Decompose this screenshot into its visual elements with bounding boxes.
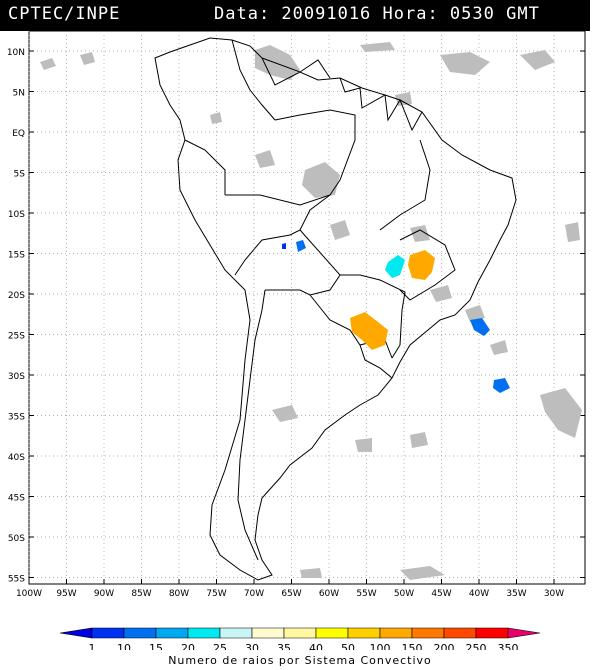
latitude-labels: 10N 5N EQ 5S 10S 15S 20S 25S 30S 35S 40S 45S 50S 55S — [7, 48, 25, 585]
legend-value: 100 — [370, 642, 391, 650]
legend-value: 15 — [149, 642, 163, 650]
coastline-borders — [154, 37, 517, 581]
lon-label: 85W — [131, 589, 151, 599]
lat-label: 15S — [8, 251, 25, 261]
lat-label: 5S — [14, 170, 26, 180]
legend-caption: Numero de raios por Sistema Convectivo — [168, 654, 432, 667]
legend-value: 10 — [117, 642, 131, 650]
legend-value: 250 — [466, 642, 487, 650]
lat-label: 5N — [13, 89, 25, 99]
source-label: CPTEC/INPE — [8, 4, 121, 24]
lat-label: 40S — [8, 453, 25, 463]
axis-ticks — [28, 50, 585, 584]
lightning-map: 10N5NEQ5S10S15S20S25S30S35S40S45S50S55S … — [7, 30, 586, 650]
legend-value: 25 — [213, 642, 227, 650]
lon-label: 50W — [394, 589, 414, 599]
legend-value: 1 — [89, 642, 96, 650]
lat-label: EQ — [12, 129, 25, 139]
legend-swatch — [251, 627, 285, 639]
convective-systems — [282, 240, 510, 393]
legend-value: 200 — [434, 642, 455, 650]
legend-value: 20 — [181, 642, 195, 650]
legend-swatch — [347, 627, 381, 639]
legend-swatch — [283, 627, 317, 639]
legend-swatch — [315, 627, 349, 639]
lon-label: 45W — [431, 589, 451, 599]
legend-value: 150 — [402, 642, 423, 650]
longitude-labels: 100W 95W 90W 85W 80W 75W 70W 65W 60W 55W 50W 45W 40W… — [16, 589, 564, 599]
lat-label: 50S — [8, 534, 25, 544]
lat-label: 25S — [8, 332, 25, 342]
lat-label: 20S — [8, 291, 25, 301]
legend-value-labels: 1 10 15 20 25 30 35 40 50 100 150 200 250 350 — [89, 642, 519, 650]
legend-swatch — [443, 627, 477, 639]
lat-lon-grid — [28, 31, 585, 584]
lat-label: 10S — [8, 210, 25, 220]
system-orange-north — [408, 250, 435, 280]
legend-color-bar — [59, 627, 541, 639]
date-time-label: Data: 20091016 Hora: 0530 GMT — [214, 4, 540, 24]
legend-swatch — [411, 627, 445, 639]
legend-swatch — [123, 627, 157, 639]
lon-label: 65W — [281, 589, 301, 599]
lat-label: 55S — [8, 575, 25, 585]
lat-label: 35S — [8, 413, 25, 423]
system-orange-south — [350, 312, 388, 350]
lon-label: 35W — [506, 589, 526, 599]
lat-label: 45S — [8, 494, 25, 504]
cloud-cover — [40, 42, 582, 580]
map-header: CPTEC/INPE Data: 20091016 Hora: 0530 GMT — [0, 0, 590, 31]
legend-value: 350 — [498, 642, 519, 650]
lon-label: 55W — [356, 589, 376, 599]
lon-label: 75W — [206, 589, 226, 599]
lon-label: 95W — [56, 589, 76, 599]
legend-swatch — [379, 627, 413, 639]
legend-swatch — [91, 627, 125, 639]
legend-swatch — [507, 627, 541, 639]
lon-label: 90W — [94, 589, 114, 599]
lon-label: 100W — [16, 589, 42, 599]
legend-value: 30 — [245, 642, 259, 650]
system-blue-4 — [282, 243, 286, 249]
lon-label: 60W — [319, 589, 339, 599]
legend-value: 50 — [341, 642, 355, 650]
system-blue-1 — [296, 240, 306, 252]
lon-label: 30W — [544, 589, 564, 599]
legend-value: 40 — [309, 642, 323, 650]
legend-value: 35 — [277, 642, 291, 650]
lon-label: 80W — [169, 589, 189, 599]
system-blue-2 — [470, 318, 490, 336]
lon-label: 70W — [244, 589, 264, 599]
south-america-coast — [154, 37, 517, 581]
lon-label: 40W — [469, 589, 489, 599]
legend-swatch — [219, 627, 253, 639]
legend-swatch — [59, 627, 93, 639]
system-blue-3 — [493, 378, 510, 393]
lat-label: 10N — [7, 48, 25, 58]
system-cyan — [385, 255, 405, 278]
legend-swatch — [475, 627, 509, 639]
legend-swatch — [187, 627, 221, 639]
lat-label: 30S — [8, 372, 25, 382]
legend-swatch — [155, 627, 189, 639]
